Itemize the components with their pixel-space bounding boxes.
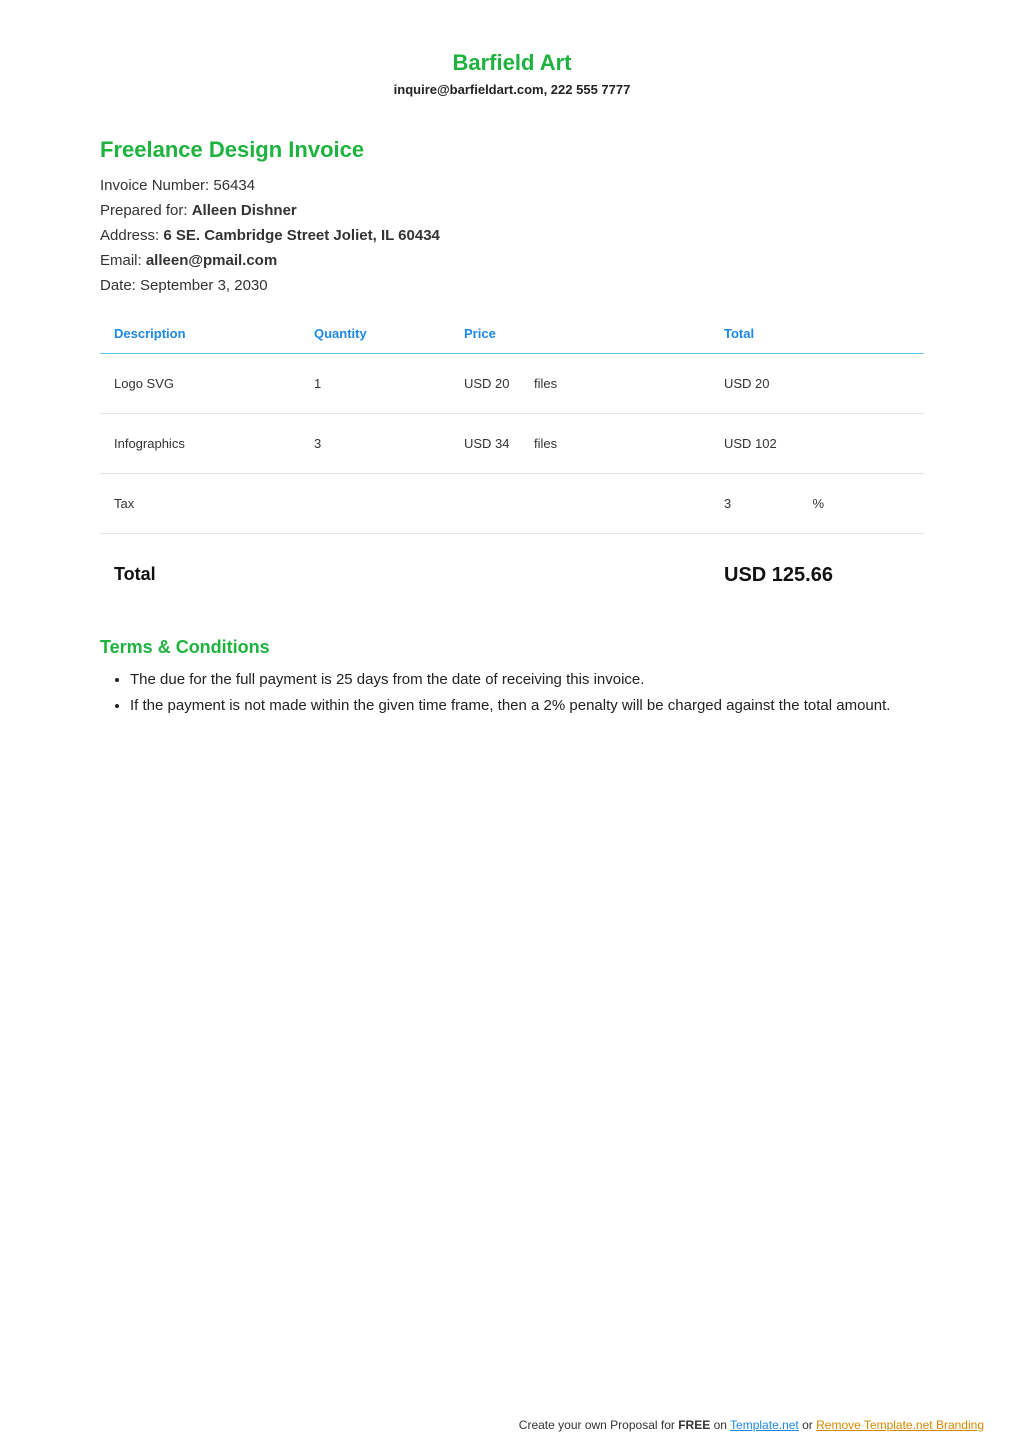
invoice-title: Freelance Design Invoice xyxy=(100,137,924,163)
email-value: alleen@pmail.com xyxy=(146,252,277,269)
tax-label: Tax xyxy=(114,496,314,511)
table-row: Logo SVG 1 USD 20 files USD 20 xyxy=(100,354,924,414)
cell-price-unit: files xyxy=(534,436,594,451)
grand-total-label: Total xyxy=(114,564,314,587)
remove-branding-link[interactable]: Remove Template.net Branding xyxy=(816,1418,984,1432)
footer-or: or xyxy=(799,1418,816,1432)
address-value: 6 SE. Cambridge Street Joliet, IL 60434 xyxy=(163,227,440,244)
invoice-number-label: Invoice Number: xyxy=(100,177,213,194)
invoice-number-line: Invoice Number: 56434 xyxy=(100,177,924,194)
cell-description: Infographics xyxy=(114,436,314,451)
cell-price-unit: files xyxy=(534,376,594,391)
cell-total: USD 102 xyxy=(724,436,910,451)
invoice-number-value: 56434 xyxy=(213,177,255,194)
branding-footer: Create your own Proposal for FREE on Tem… xyxy=(40,1418,984,1432)
address-line: Address: 6 SE. Cambridge Street Joliet, … xyxy=(100,227,924,244)
th-total: Total xyxy=(724,326,910,341)
terms-item: The due for the full payment is 25 days … xyxy=(130,668,924,692)
footer-on: on xyxy=(710,1418,730,1432)
cell-quantity: 3 xyxy=(314,436,464,451)
date-value: September 3, 2030 xyxy=(140,277,268,294)
company-name: Barfield Art xyxy=(100,50,924,76)
date-label: Date: xyxy=(100,277,140,294)
address-label: Address: xyxy=(100,227,163,244)
th-price: Price xyxy=(464,326,724,341)
cell-price-amount: USD 20 xyxy=(464,376,534,391)
footer-prefix: Create your own Proposal for xyxy=(519,1418,678,1432)
th-quantity: Quantity xyxy=(314,326,464,341)
tax-value: 3 xyxy=(724,496,784,511)
company-contact: inquire@barfieldart.com, 222 555 7777 xyxy=(100,82,924,97)
email-label: Email: xyxy=(100,252,146,269)
cell-price: USD 34 files xyxy=(464,436,724,451)
email-line: Email: alleen@pmail.com xyxy=(100,252,924,269)
tax-total: 3 % xyxy=(724,496,910,511)
cell-description: Logo SVG xyxy=(114,376,314,391)
grand-total-row: Total USD 125.66 xyxy=(100,534,924,587)
prepared-for-label: Prepared for: xyxy=(100,202,192,219)
terms-list: The due for the full payment is 25 days … xyxy=(100,668,924,718)
grand-total-value: USD 125.66 xyxy=(724,564,910,587)
prepared-for-value: Alleen Dishner xyxy=(192,202,297,219)
terms-title: Terms & Conditions xyxy=(100,637,924,658)
cell-price-amount: USD 34 xyxy=(464,436,534,451)
cell-total: USD 20 xyxy=(724,376,910,391)
tax-unit: % xyxy=(784,496,824,511)
date-line: Date: September 3, 2030 xyxy=(100,277,924,294)
terms-item: If the payment is not made within the gi… xyxy=(130,694,924,718)
th-description: Description xyxy=(114,326,314,341)
line-items-table: Description Quantity Price Total Logo SV… xyxy=(100,316,924,587)
footer-free: FREE xyxy=(678,1418,710,1432)
cell-quantity: 1 xyxy=(314,376,464,391)
prepared-for-line: Prepared for: Alleen Dishner xyxy=(100,202,924,219)
invoice-page: Barfield Art inquire@barfieldart.com, 22… xyxy=(0,0,1024,718)
table-row: Infographics 3 USD 34 files USD 102 xyxy=(100,414,924,474)
tax-row: Tax 3 % xyxy=(100,474,924,534)
cell-price: USD 20 files xyxy=(464,376,724,391)
company-header: Barfield Art inquire@barfieldart.com, 22… xyxy=(100,50,924,97)
table-header-row: Description Quantity Price Total xyxy=(100,316,924,354)
template-net-link[interactable]: Template.net xyxy=(730,1418,799,1432)
